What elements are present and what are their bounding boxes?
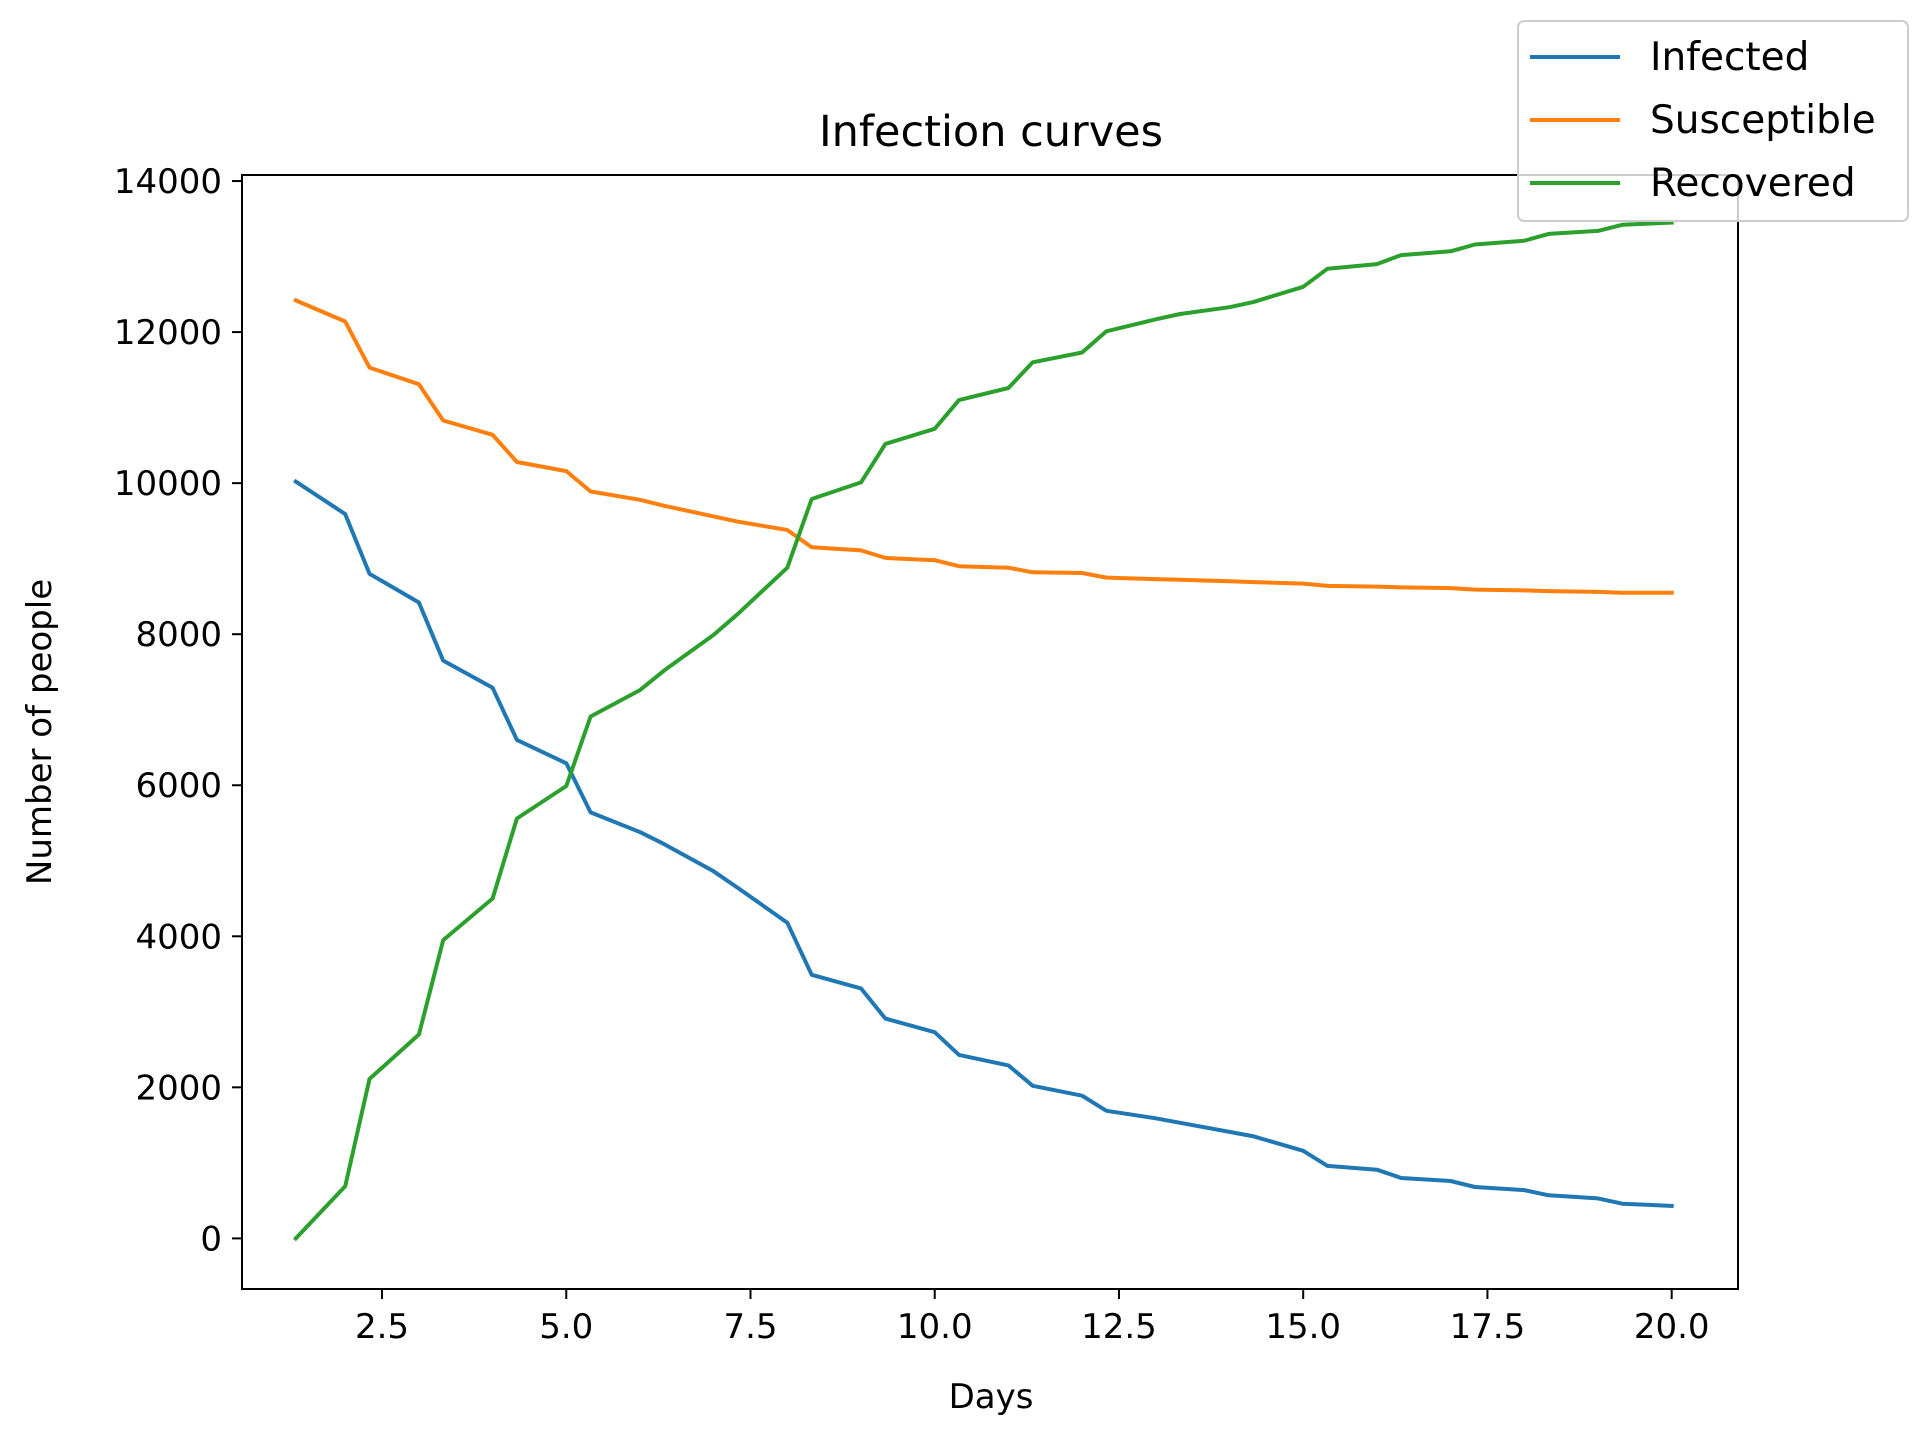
legend-label-recovered: Recovered: [1650, 161, 1856, 206]
x-tick-label: 15.0: [1265, 1307, 1341, 1347]
series-line-susceptible: [293, 297, 1674, 595]
x-tick-label: 7.5: [723, 1307, 777, 1347]
x-tick-label: 12.5: [1081, 1307, 1157, 1347]
legend-frame: [1517, 20, 1909, 222]
plot-area-frame: [241, 174, 1739, 1290]
x-tick-label: 10.0: [897, 1307, 973, 1347]
legend-items: Infected Susceptible Recovered: [1530, 35, 1876, 206]
x-tick-label: 17.5: [1450, 1307, 1526, 1347]
chart-title: Infection curves: [819, 107, 1163, 157]
y-tick-label: 4000: [135, 917, 222, 957]
legend-label-susceptible: Susceptible: [1650, 98, 1876, 143]
y-tick-label: 2000: [135, 1068, 222, 1108]
series-line-infected: [293, 478, 1674, 1208]
y-tick-label: 0: [200, 1219, 222, 1259]
x-axis-title: Days: [949, 1377, 1034, 1417]
y-tick-label: 6000: [135, 766, 222, 806]
y-axis-ticks: 0 2000 4000 6000 8000 10000 12000 14000: [114, 162, 242, 1259]
y-tick-label: 8000: [135, 615, 222, 655]
x-tick-label: 5.0: [539, 1307, 593, 1347]
y-tick-label: 14000: [114, 162, 222, 202]
series-lines: [292, 220, 1674, 1242]
y-tick-label: 10000: [114, 464, 222, 504]
legend: Infected Susceptible Recovered: [1517, 20, 1909, 222]
x-axis-ticks: 2.5 5.0 7.5 10.0 12.5 15.0 17.5 20.0: [355, 1289, 1710, 1347]
y-tick-label: 12000: [114, 313, 222, 353]
legend-label-infected: Infected: [1650, 35, 1809, 80]
x-tick-label: 20.0: [1634, 1307, 1710, 1347]
y-axis-title: Number of people: [20, 579, 60, 885]
x-tick-label: 2.5: [355, 1307, 409, 1347]
series-line-recovered: [292, 220, 1674, 1242]
